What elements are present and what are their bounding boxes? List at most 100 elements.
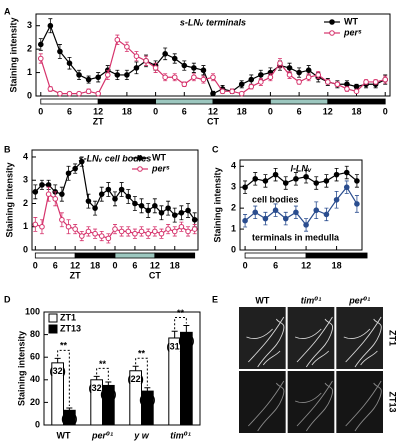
light-dark-bar — [212, 98, 271, 105]
x-tick-label: 6 — [53, 260, 58, 270]
panel-title: s-LNᵥ terminals — [180, 17, 246, 27]
data-point — [105, 186, 112, 193]
data-point — [185, 207, 191, 214]
y-tick-label: 2 — [27, 44, 32, 54]
x-tick-label: 6 — [67, 106, 72, 116]
x-tick-label: 6 — [297, 106, 302, 116]
light-dark-bar — [244, 252, 307, 259]
data-point — [171, 212, 178, 218]
legend-marker — [329, 19, 335, 25]
data-point — [296, 79, 302, 85]
data-point — [313, 207, 320, 214]
significance-bracket — [96, 367, 109, 381]
x-tick-label: 12 — [323, 106, 333, 116]
data-point — [248, 83, 255, 90]
data-point — [282, 180, 289, 186]
fiber — [306, 319, 332, 367]
data-point — [145, 230, 151, 237]
data-point — [293, 176, 299, 182]
series-line — [244, 171, 358, 188]
data-point — [323, 178, 330, 184]
x-tick-label: 0 — [112, 260, 117, 270]
y-tick-label: 2 — [23, 198, 28, 208]
panel-title: l-LNᵥ — [290, 163, 311, 173]
fiber — [346, 317, 381, 362]
x-tick-label: 18 — [237, 106, 247, 116]
data-point — [354, 201, 360, 207]
fiber — [355, 319, 381, 367]
x-tick-label: per⁰¹ — [91, 430, 113, 440]
x-tick-label: 12 — [208, 106, 218, 116]
light-dark-bar — [270, 98, 329, 105]
data-point — [47, 86, 54, 92]
x-tick-label: tim⁰¹ — [170, 430, 190, 440]
fiber — [344, 329, 370, 339]
n-label: (32) — [50, 366, 66, 376]
micrograph — [239, 371, 286, 433]
data-point — [95, 74, 101, 81]
legend-label: WT — [152, 152, 166, 162]
data-point — [105, 235, 112, 242]
data-point — [272, 207, 279, 214]
data-point — [104, 72, 111, 78]
data-point — [286, 65, 293, 71]
data-point — [37, 55, 44, 62]
data-point — [85, 88, 92, 95]
data-point — [76, 90, 82, 97]
significance-bracket — [174, 317, 187, 330]
bar — [51, 362, 64, 426]
data-point — [334, 81, 341, 88]
significance-label: ** — [99, 359, 107, 369]
data-point — [344, 86, 350, 92]
fiber — [258, 383, 284, 431]
data-point — [296, 69, 302, 76]
data-point — [272, 171, 279, 178]
data-point — [65, 223, 72, 230]
fiber — [297, 381, 332, 426]
data-point — [165, 226, 171, 232]
data-point — [132, 230, 138, 237]
data-point — [343, 169, 350, 176]
data-point — [152, 65, 159, 71]
legend-label: WT — [344, 16, 358, 26]
data-point — [85, 198, 92, 204]
data-point — [185, 228, 191, 235]
fiber — [248, 381, 283, 426]
x-annotation: ZT — [70, 270, 81, 280]
y-tick-label: 4 — [231, 161, 236, 171]
data-point — [191, 65, 197, 71]
data-point — [178, 209, 185, 216]
x-tick-label: 12 — [70, 260, 80, 270]
series-label: terminals in medulla — [252, 232, 340, 242]
data-point — [210, 90, 216, 97]
legend-label: perˢ — [343, 27, 362, 37]
x-tick-label: 0 — [383, 106, 388, 116]
panel-label: D — [4, 294, 11, 304]
data-point — [72, 165, 78, 172]
x-annotation: ZT — [93, 116, 104, 126]
light-dark-bar — [114, 252, 156, 259]
fiber — [297, 317, 332, 362]
data-point — [79, 233, 85, 239]
legend-swatch — [48, 313, 58, 323]
data-point — [363, 79, 369, 85]
data-point — [114, 36, 121, 43]
panel-label: B — [4, 144, 11, 154]
data-point — [248, 76, 255, 83]
error-bar — [132, 365, 139, 371]
legend-label: perˢ — [151, 163, 170, 173]
data-point — [132, 200, 138, 207]
x-tick-label: 18 — [90, 260, 100, 270]
panel-title: s-LNᵥ cell bodies — [79, 153, 152, 163]
data-point — [145, 207, 151, 214]
x-tick-label: 0 — [33, 260, 38, 270]
bar — [63, 409, 76, 426]
fiber — [246, 329, 272, 339]
y-axis-label: Staining intensity — [8, 17, 18, 92]
data-point — [59, 216, 65, 223]
y-tick-label: 3 — [231, 182, 236, 192]
data-point — [344, 81, 350, 88]
x-tick-label: 0 — [243, 260, 248, 270]
data-point — [125, 228, 132, 235]
